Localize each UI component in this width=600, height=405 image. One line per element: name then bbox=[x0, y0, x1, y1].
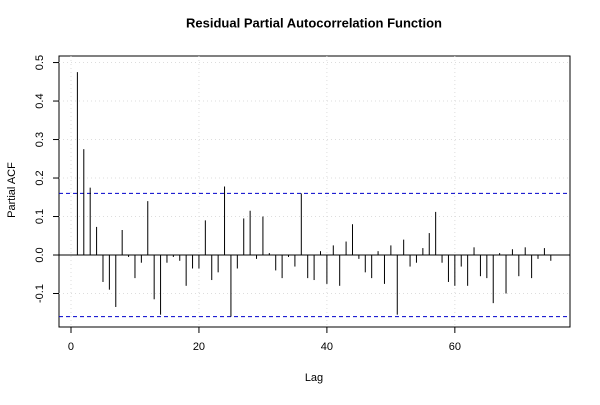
x-tick-label: 40 bbox=[321, 341, 333, 353]
y-tick-label: -0.1 bbox=[34, 284, 46, 303]
y-tick-label: 0.3 bbox=[34, 132, 46, 147]
y-tick-label: 0.1 bbox=[34, 209, 46, 224]
y-tick-label: 0.0 bbox=[34, 247, 46, 262]
y-tick-label: 0.4 bbox=[34, 93, 46, 108]
y-tick-label: 0.2 bbox=[34, 170, 46, 185]
x-tick-label: 0 bbox=[68, 341, 74, 353]
x-tick-label: 20 bbox=[193, 341, 205, 353]
y-tick-label: 0.5 bbox=[34, 55, 46, 70]
x-tick-label: 60 bbox=[449, 341, 461, 353]
y-axis-label: Partial ACF bbox=[6, 162, 18, 218]
chart-title: Residual Partial Autocorrelation Functio… bbox=[186, 15, 442, 30]
x-axis-label: Lag bbox=[305, 372, 323, 384]
plot-frame bbox=[58, 55, 571, 328]
